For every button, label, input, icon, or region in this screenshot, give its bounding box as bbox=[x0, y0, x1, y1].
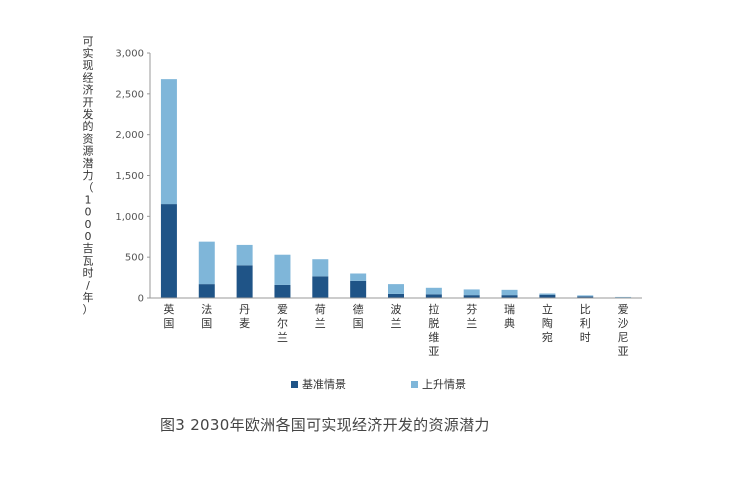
bar-increase-segment bbox=[539, 293, 556, 295]
bar-baseline-segment bbox=[198, 284, 215, 298]
bar-increase-segment bbox=[425, 287, 442, 295]
y-tick-label: 3,000 bbox=[115, 49, 144, 60]
bar-baseline-segment bbox=[388, 293, 404, 298]
x-category-label: 拉脱维亚 bbox=[428, 302, 439, 358]
bar-increase-segment bbox=[236, 244, 253, 266]
bar-baseline-segment bbox=[350, 280, 367, 298]
y-tick-label: 0 bbox=[138, 294, 144, 305]
bar-baseline-segment bbox=[312, 276, 329, 298]
x-category-label: 比利时 bbox=[580, 303, 591, 344]
x-category-label: 丹麦 bbox=[239, 303, 250, 330]
y-tick-label: 1,500 bbox=[115, 171, 144, 182]
x-category-label: 荷兰 bbox=[315, 303, 326, 330]
y-axis-ticks: 0 500 1,000 1,500 2,000 2,500 3,000 bbox=[115, 49, 150, 305]
x-category-label: 法国 bbox=[201, 302, 212, 330]
bar-increase-segment bbox=[501, 289, 518, 296]
bar-baseline-segment bbox=[274, 284, 291, 298]
legend-label: 基准情景 bbox=[302, 378, 346, 391]
bar-baseline-segment bbox=[577, 296, 594, 298]
x-category-label: 爱尔兰 bbox=[277, 303, 288, 344]
bar-increase-segment bbox=[274, 254, 291, 285]
bar-increase-segment bbox=[463, 289, 480, 296]
legend-label: 上升情景 bbox=[422, 378, 466, 391]
bar-increase-segment bbox=[198, 241, 215, 285]
bars bbox=[160, 79, 632, 298]
y-tick-label: 500 bbox=[125, 253, 144, 264]
legend-swatch bbox=[411, 381, 418, 388]
bar-baseline-segment bbox=[463, 295, 480, 298]
y-tick-label: 1,000 bbox=[115, 212, 144, 223]
x-category-label: 波兰 bbox=[391, 303, 402, 330]
bar-increase-segment bbox=[577, 295, 594, 297]
y-axis-title: 可实现经济开发的资源潜力（ 1 0 0 0 吉瓦时/年） bbox=[83, 35, 94, 316]
y-tick-label: 2,000 bbox=[115, 130, 144, 141]
y-axis-label: 可实现经济开发的资源潜力（ 1 0 0 0 吉瓦时/年） bbox=[83, 35, 94, 316]
x-category-label: 英国 bbox=[163, 302, 174, 330]
bar-baseline-segment bbox=[501, 295, 518, 298]
x-category-label: 德国 bbox=[353, 302, 364, 330]
x-category-label: 立陶宛 bbox=[542, 302, 553, 344]
figure-caption: 图3 2030年欧洲各国可实现经济开发的资源潜力 bbox=[160, 416, 490, 434]
legend: 基准情景 上升情景 bbox=[291, 378, 466, 391]
bar-increase-segment bbox=[160, 79, 177, 205]
bar-baseline-segment bbox=[236, 265, 253, 298]
bar-baseline-segment bbox=[160, 204, 177, 298]
legend-swatch bbox=[291, 381, 298, 388]
bar-baseline-segment bbox=[539, 294, 556, 298]
y-tick-label: 2,500 bbox=[115, 89, 144, 100]
chart-canvas: 可实现经济开发的资源潜力（ 1 0 0 0 吉瓦时/年） 0 500 1,000 1,500 2,… bbox=[83, 35, 642, 391]
x-category-label: 芬兰 bbox=[466, 303, 477, 330]
bar-increase-segment bbox=[615, 296, 632, 298]
bar-increase-segment bbox=[312, 259, 329, 277]
bar-increase-segment bbox=[350, 273, 367, 281]
x-category-label: 爱沙尼亚 bbox=[618, 303, 629, 358]
bar-increase-segment bbox=[388, 284, 404, 294]
x-category-label: 瑞典 bbox=[504, 302, 515, 330]
bar-baseline-segment bbox=[425, 294, 442, 298]
